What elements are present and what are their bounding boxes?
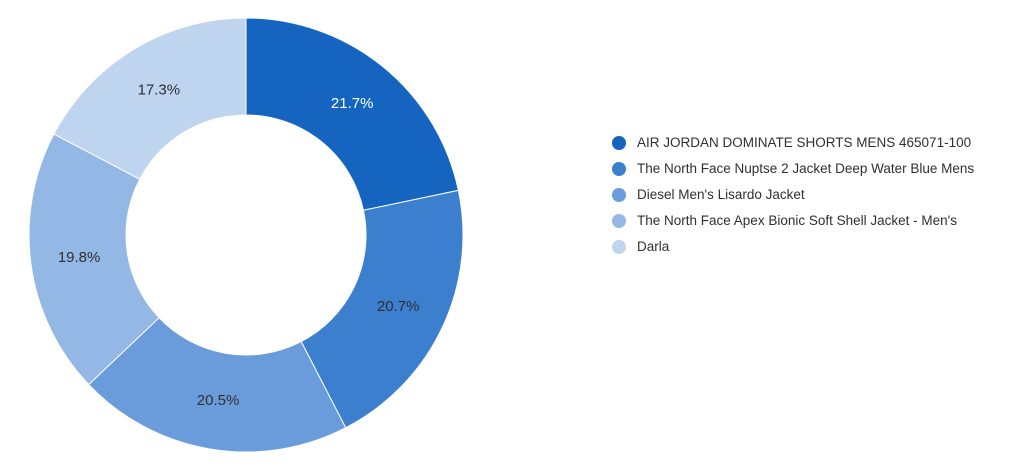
legend-swatch-icon: [612, 188, 626, 202]
slice-data-label: 20.7%: [377, 298, 420, 315]
legend-label: The North Face Apex Bionic Soft Shell Ja…: [637, 213, 957, 228]
legend-label: Darla: [637, 239, 670, 254]
donut-slice[interactable]: [28, 133, 160, 386]
legend-item[interactable]: The North Face Apex Bionic Soft Shell Ja…: [612, 211, 1007, 230]
legend-swatch-icon: [612, 240, 626, 254]
slice-data-label: 21.7%: [331, 95, 374, 112]
donut-slice[interactable]: [300, 189, 464, 429]
legend-swatch-icon: [612, 214, 626, 228]
donut-slice[interactable]: [53, 17, 247, 180]
donut-slice[interactable]: [88, 316, 347, 453]
legend-item[interactable]: Darla: [612, 237, 1007, 256]
donut-chart: 21.7% 20.7% 20.5% 19.8% 17.3%: [28, 17, 464, 453]
legend-item[interactable]: AIR JORDAN DOMINATE SHORTS MENS 465071-1…: [612, 133, 1007, 152]
chart-legend: AIR JORDAN DOMINATE SHORTS MENS 465071-1…: [612, 133, 1007, 263]
legend-swatch-icon: [612, 136, 626, 150]
legend-label: AIR JORDAN DOMINATE SHORTS MENS 465071-1…: [637, 135, 972, 150]
slice-data-label: 19.8%: [58, 249, 101, 266]
legend-swatch-icon: [612, 162, 626, 176]
slice-data-label: 17.3%: [138, 82, 181, 99]
slice-labels: 21.7% 20.7% 20.5% 19.8% 17.3%: [58, 82, 420, 409]
donut-slice[interactable]: [245, 17, 459, 211]
legend-label: The North Face Nuptse 2 Jacket Deep Wate…: [637, 161, 975, 176]
legend-item[interactable]: Diesel Men's Lisardo Jacket: [612, 185, 1007, 204]
legend-label: Diesel Men's Lisardo Jacket: [637, 187, 805, 202]
legend-item[interactable]: The North Face Nuptse 2 Jacket Deep Wate…: [612, 159, 1007, 178]
slice-data-label: 20.5%: [197, 392, 240, 409]
donut-slices: [28, 17, 464, 453]
